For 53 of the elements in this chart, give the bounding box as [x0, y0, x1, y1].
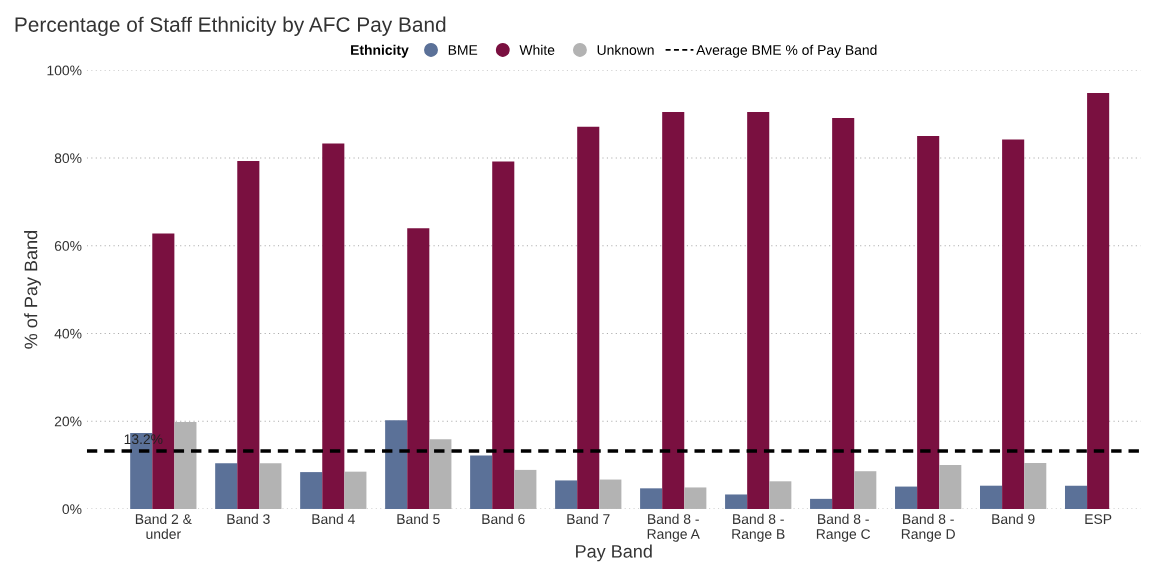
bar	[980, 485, 1003, 509]
x-axis-title: Pay Band	[576, 544, 652, 562]
x-tick-label: Band 8 - Range C	[816, 513, 871, 542]
bar	[492, 161, 515, 509]
bar	[555, 480, 578, 509]
x-tick-label: Band 9	[992, 513, 1035, 525]
bar	[322, 143, 345, 509]
y-tick-label: 100%	[47, 65, 82, 76]
y-tick-label: 80%	[54, 153, 82, 164]
y-tick-label: 20%	[54, 416, 82, 427]
bar	[344, 471, 367, 509]
bar	[1087, 93, 1110, 509]
bar	[215, 463, 238, 509]
x-tick-label: Band 3	[227, 513, 270, 525]
bar	[1002, 139, 1025, 509]
bar	[917, 136, 940, 509]
bar	[300, 472, 323, 509]
bar	[832, 118, 855, 509]
legend-label: Average BME % of Pay Band	[696, 44, 877, 58]
bar	[577, 126, 600, 509]
bar	[1065, 485, 1088, 509]
bar	[810, 498, 833, 509]
bar	[895, 486, 918, 509]
x-tick-label: Band 6	[482, 513, 525, 525]
bar	[407, 228, 430, 509]
y-tick-label: 60%	[54, 241, 82, 251]
legend-label: BME	[448, 45, 478, 55]
bar	[470, 455, 493, 509]
y-tick-label: 0%	[62, 504, 82, 515]
x-tick-label: Band 8 - Range B	[732, 513, 785, 542]
y-tick-label: 40%	[54, 328, 82, 339]
bar	[747, 111, 770, 509]
x-tick-label: Band 8 - Range D	[901, 513, 955, 542]
bar	[514, 469, 537, 509]
legend-label: White	[519, 44, 555, 55]
x-tick-label: Band 5	[397, 513, 440, 525]
bar	[237, 161, 260, 509]
x-tick-label: Band 7	[567, 513, 610, 525]
x-tick-label: Band 8 - Range A	[647, 513, 700, 542]
x-tick-label: ESP	[1085, 514, 1112, 525]
bar	[725, 494, 748, 509]
bar	[429, 439, 452, 509]
x-tick-label: Band 4	[312, 513, 355, 525]
legend-title: Ethnicity	[351, 44, 409, 58]
x-tick-label: Band 2 & under	[135, 513, 192, 539]
legend-label: Unknown	[597, 44, 654, 55]
chart-title: Percentage of Staff Ethnicity by AFC Pay Band	[15, 16, 446, 37]
bar	[684, 487, 707, 509]
bar	[385, 420, 408, 509]
bar	[662, 111, 685, 509]
y-axis-title: % of Pay Band	[24, 231, 41, 349]
bar	[640, 488, 663, 509]
bar	[939, 465, 962, 509]
